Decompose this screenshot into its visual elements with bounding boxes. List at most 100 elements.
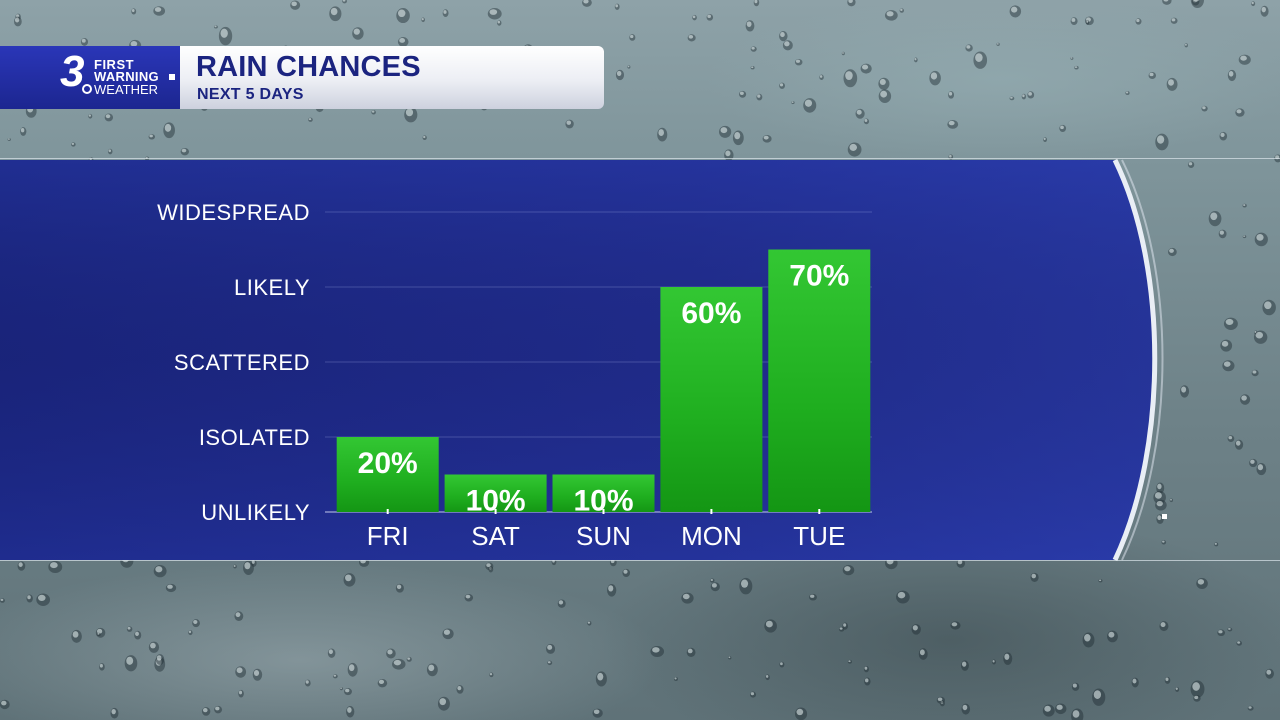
rain-drop <box>252 668 263 681</box>
rain-drop <box>1240 394 1251 405</box>
rain-drop <box>739 577 753 595</box>
rain-drop <box>48 560 63 573</box>
rain-drop <box>1260 5 1269 17</box>
rain-drop <box>1156 514 1164 525</box>
rain-drop <box>627 65 631 69</box>
rain-drop <box>88 113 93 119</box>
x-axis-labels: FRI SAT SUN MON TUE <box>367 521 846 551</box>
rain-drop <box>371 110 376 115</box>
value-label-fri: 20% <box>358 447 418 480</box>
rain-drop <box>201 707 211 716</box>
rain-drop <box>710 582 720 592</box>
rain-drop <box>188 630 193 636</box>
rain-drop <box>96 632 101 637</box>
rain-drop <box>1254 232 1268 247</box>
rain-drop <box>1153 490 1166 504</box>
rain-drop <box>251 559 257 567</box>
rain-drop <box>847 659 852 664</box>
rain-drop <box>914 57 918 63</box>
rain-drop <box>1135 18 1142 25</box>
rain-drop <box>1170 17 1178 24</box>
rain-drop <box>1027 91 1035 99</box>
rain-drop <box>939 700 945 707</box>
rain-drop <box>782 40 793 51</box>
rain-drop <box>0 598 5 603</box>
rain-drop <box>847 142 862 157</box>
rain-drop <box>134 630 142 640</box>
rain-drop <box>153 564 167 578</box>
bar-sun <box>552 474 655 512</box>
rain-drop <box>1256 462 1267 476</box>
rain-drop <box>948 91 955 99</box>
rain-drop <box>929 70 941 86</box>
rain-drop <box>71 629 82 643</box>
rain-drop <box>489 672 494 678</box>
rain-drop <box>329 6 342 22</box>
rain-drop <box>779 30 788 42</box>
rain-drop <box>395 583 404 593</box>
rain-drop <box>750 66 755 70</box>
rain-drop <box>750 691 757 698</box>
rain-drop <box>1235 108 1245 117</box>
rain-drop <box>1162 0 1172 5</box>
rain-drop <box>1242 235 1247 239</box>
bars: 20% 10% 10% 60% 70% <box>336 249 871 518</box>
header-banner: 3 FIRST WARNING WEATHER RAIN CHANCES NEX… <box>0 46 604 109</box>
rain-drop <box>687 34 696 42</box>
rain-drop <box>308 117 313 122</box>
rain-drop <box>104 113 114 122</box>
rain-drop <box>1217 629 1226 637</box>
rain-drop <box>1070 56 1074 60</box>
rain-drop <box>1148 72 1157 79</box>
rain-drop <box>339 687 343 691</box>
rain-drop <box>163 122 175 139</box>
rain-drop <box>1190 680 1205 698</box>
rain-drop <box>233 564 237 569</box>
rain-drop <box>99 663 105 671</box>
rain-drop <box>442 628 454 640</box>
x-label-mon: MON <box>681 521 742 551</box>
rain-drop <box>779 661 785 668</box>
rain-drop <box>0 699 10 710</box>
rain-drop <box>863 118 870 125</box>
rain-drop <box>1238 54 1251 65</box>
rain-drop <box>1021 93 1027 100</box>
rain-drop <box>878 77 890 90</box>
rain-drop <box>1098 579 1103 583</box>
rain-drop <box>947 119 959 129</box>
rain-drop <box>214 705 223 714</box>
rain-drop <box>13 16 22 27</box>
rain-drop <box>192 619 200 628</box>
rain-drop <box>1161 540 1167 545</box>
rain-drop <box>1155 133 1169 151</box>
rain-drop <box>950 621 961 630</box>
rain-drop <box>1184 43 1188 48</box>
x-label-sat: SAT <box>471 521 520 551</box>
rain-drop <box>878 89 892 104</box>
value-label-sat: 10% <box>466 485 526 518</box>
rain-drop <box>131 8 137 15</box>
rain-drop <box>582 0 592 7</box>
rain-drop <box>607 583 617 597</box>
rain-drop <box>1168 247 1177 257</box>
rain-drop <box>1208 210 1222 227</box>
rain-drop <box>1003 652 1013 665</box>
rain-drop <box>1227 69 1237 82</box>
rain-drop <box>960 660 969 671</box>
rain-drop <box>1175 686 1180 692</box>
bar-mon <box>660 287 763 512</box>
rain-drop <box>1187 161 1195 168</box>
rain-drop <box>497 20 502 26</box>
rain-drop <box>1249 458 1258 468</box>
rain-drop <box>622 568 631 578</box>
rain-drop <box>235 666 247 678</box>
rain-drop <box>1059 124 1067 132</box>
rain-drop <box>1055 703 1067 715</box>
rain-drop <box>404 107 418 123</box>
rain-drop <box>1082 632 1095 648</box>
rain-drop <box>36 593 51 606</box>
rain-drop <box>1169 498 1173 503</box>
rain-drop <box>107 148 113 155</box>
